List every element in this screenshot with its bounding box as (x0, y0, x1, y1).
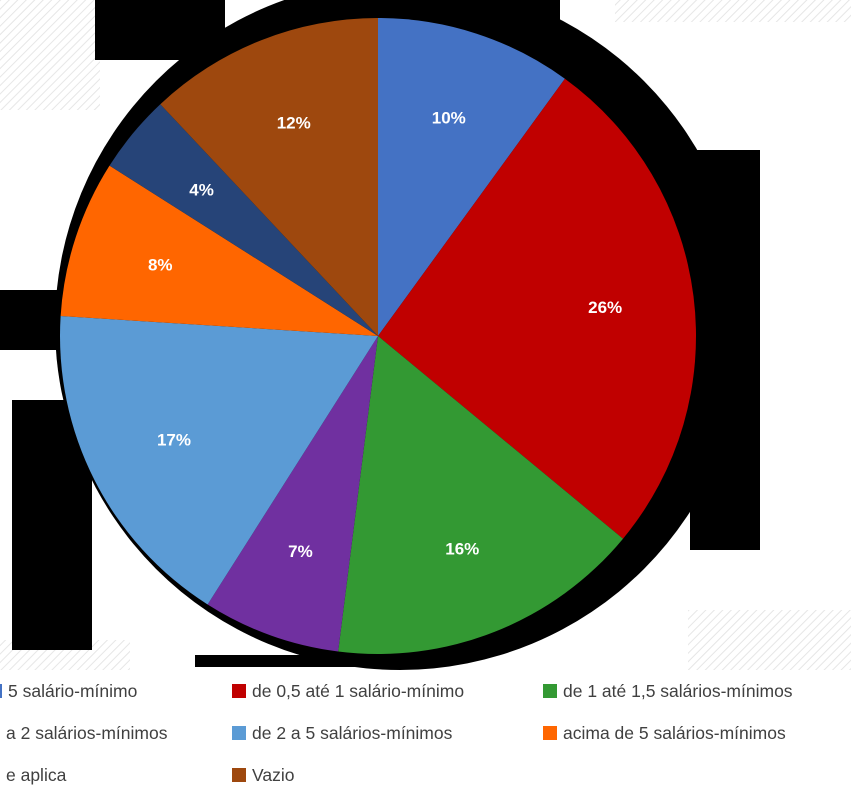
legend-label: 5 salário-mínimo (8, 680, 138, 701)
slice-label-2: 16% (445, 539, 479, 558)
legend-swatch (232, 726, 246, 740)
legend: 5 salário-mínimo de 0,5 até 1 salário-mí… (0, 672, 851, 805)
legend-item-ate-0-5: 5 salário-mínimo (0, 678, 137, 704)
legend-item-vazio: Vazio (232, 762, 294, 788)
slice-label-5: 8% (148, 256, 173, 275)
pie-slice-3 (207, 336, 378, 652)
legend-label: de 0,5 até 1 salário-mínimo (252, 680, 465, 701)
pie-slice-5 (60, 165, 378, 336)
legend-label: Vazio (252, 764, 295, 785)
legend-label: acima de 5 salários-mínimos (563, 722, 786, 743)
slice-label-7: 12% (277, 114, 311, 133)
slice-label-3: 7% (288, 542, 313, 561)
legend-label: e aplica (6, 764, 67, 785)
legend-swatch (543, 684, 557, 698)
legend-swatch (543, 726, 557, 740)
slice-label-4: 17% (157, 430, 191, 449)
pie-chart-area: 10% 26% 16% 7% 17% 8% 4% 12% (0, 0, 851, 670)
pie-chart: 10% 26% 16% 7% 17% 8% 4% 12% (0, 0, 851, 670)
pie-slice-6 (109, 104, 378, 336)
slice-label-0: 10% (432, 109, 466, 128)
legend-swatch (232, 768, 246, 782)
legend-swatch (0, 684, 2, 698)
legend-label: de 2 a 5 salários-mínimos (252, 722, 453, 743)
legend-item-acima-5: acima de 5 salários-mínimos (543, 720, 786, 746)
hatch-panel-top-right (615, 0, 851, 22)
pie-slice-1 (378, 78, 696, 539)
legend-swatch (232, 684, 246, 698)
legend-item-nao-se-aplica: e aplica (0, 762, 66, 788)
slice-label-1: 26% (588, 298, 622, 317)
legend-item-1-ate-1-5: de 1 até 1,5 salários-mínimos (543, 678, 793, 704)
legend-label: de 1 até 1,5 salários-mínimos (563, 680, 793, 701)
legend-item-1-5-a-2: a 2 salários-mínimos (0, 720, 167, 746)
pie-slice-2 (338, 336, 624, 654)
legend-item-0-5-ate-1: de 0,5 até 1 salário-mínimo (232, 678, 464, 704)
slice-label-6: 4% (189, 181, 214, 200)
legend-label: a 2 salários-mínimos (6, 722, 168, 743)
pie-slice-4 (59, 316, 378, 605)
pie-slice-7 (160, 18, 378, 336)
hatch-panel-bottom-right (688, 610, 851, 670)
pie-slice-0 (378, 18, 565, 336)
hatch-panel-top-left (0, 0, 100, 110)
legend-item-2-a-5: de 2 a 5 salários-mínimos (232, 720, 452, 746)
